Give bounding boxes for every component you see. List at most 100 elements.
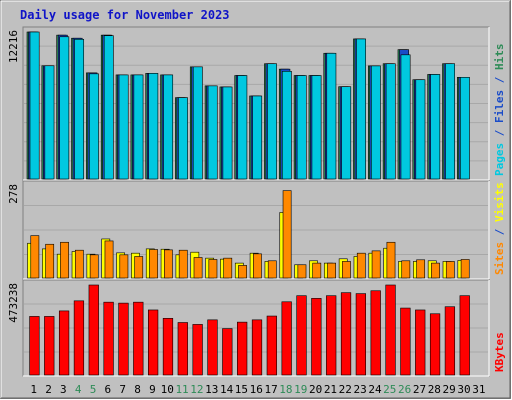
- kbytes-bar-kbytes-day-13: [207, 319, 218, 376]
- pages_files_hits-bar-pages-day-16: [252, 95, 263, 180]
- chart-title: Daily usage for November 2023: [20, 8, 230, 22]
- x-axis-day-label: 17: [264, 383, 277, 396]
- x-axis-day-label: 15: [235, 383, 248, 396]
- x-axis-day-label: 4: [75, 383, 82, 396]
- kbytes-bar-kbytes-day-15: [237, 321, 248, 376]
- pages_files_hits-bar-pages-day-22: [341, 86, 352, 180]
- visits_sites-legend-entry: /: [493, 222, 506, 242]
- x-axis-day-label: 24: [368, 383, 382, 396]
- x-axis-day-label: 10: [161, 383, 174, 396]
- kbytes-bar-kbytes-day-3: [58, 310, 70, 376]
- pages_files_hits-legend-entry: Files: [493, 90, 506, 123]
- kbytes-bar-kbytes-day-4: [73, 300, 85, 376]
- pages_files_hits-bar-pages-day-6: [103, 35, 114, 180]
- visits_sites-legend-entry: Visits: [493, 182, 506, 222]
- pages_files_hits-bar-pages-day-26: [400, 54, 411, 180]
- pages_files_hits-legend: Pages / Files / Hits: [493, 44, 506, 177]
- visits_sites-bar-sites-day-28: [431, 262, 440, 279]
- visits_sites-bar-sites-day-7: [119, 254, 129, 279]
- pages_files_hits-legend-entry: /: [493, 70, 506, 90]
- x-axis-day-label: 1: [30, 383, 37, 396]
- kbytes-bar-kbytes-day-2: [44, 316, 55, 376]
- visits_sites-bar-sites-day-18: [282, 190, 292, 279]
- kbytes-bar-kbytes-day-17: [266, 315, 277, 376]
- pages_files_hits-bar-pages-day-23: [356, 38, 366, 180]
- pages_files_hits-bar-pages-day-27: [415, 79, 426, 180]
- pages_files_hits-bar-pages-day-30: [460, 77, 470, 180]
- pages_files_hits-bar-pages-day-25: [385, 63, 396, 180]
- kbytes-bar-kbytes-day-12: [192, 324, 203, 376]
- visits_sites-legend-entry: Sites: [493, 242, 506, 275]
- kbytes-bar-kbytes-day-18: [281, 301, 292, 376]
- pages_files_hits-bar-pages-day-2: [44, 65, 55, 180]
- kbytes-bar-kbytes-day-27: [415, 309, 426, 376]
- pages_files_hits-bar-pages-day-10: [163, 74, 174, 180]
- pages_files_hits-legend-entry: Pages: [493, 143, 506, 176]
- x-axis-day-label: 28: [428, 383, 441, 396]
- kbytes-bar-kbytes-day-19: [296, 295, 307, 376]
- x-axis-day-label: 9: [149, 383, 156, 396]
- kbytes-bar-kbytes-day-25: [385, 284, 396, 376]
- kbytes-bar-kbytes-day-9: [148, 309, 159, 376]
- kbytes-bar-kbytes-day-16: [251, 319, 263, 376]
- kbytes-bar-kbytes-day-20: [311, 298, 322, 376]
- kbytes-bar-kbytes-day-23: [355, 293, 366, 376]
- visits_sites-bar-sites-day-12: [193, 257, 203, 279]
- visits_sites-bar-sites-day-20: [312, 262, 322, 279]
- x-axis-day-label: 30: [457, 383, 470, 396]
- x-axis-day-label: 27: [413, 383, 426, 396]
- visits_sites-bar-sites-day-26: [401, 260, 411, 279]
- pages_files_hits-bar-pages-day-19: [296, 75, 307, 180]
- kbytes-bar-kbytes-day-7: [118, 302, 129, 376]
- pages_files_hits-bar-pages-day-9: [148, 73, 159, 180]
- visits_sites-bar-sites-day-14: [223, 257, 233, 279]
- visits_sites-bar-sites-day-3: [60, 241, 69, 279]
- x-axis-day-label: 6: [105, 383, 112, 396]
- visits_sites-bar-sites-day-8: [134, 256, 144, 279]
- x-axis-day-label: 18: [279, 383, 292, 396]
- x-axis-day-label: 20: [309, 383, 322, 396]
- visits_sites-bar-sites-day-11: [178, 249, 188, 279]
- visits_sites-bar-sites-day-9: [149, 249, 158, 279]
- visits_sites-bar-sites-day-16: [253, 253, 262, 279]
- x-axis-day-label: 23: [354, 383, 367, 396]
- visits_sites-bar-sites-day-2: [45, 243, 55, 279]
- x-axis-day-label: 25: [383, 383, 396, 396]
- kbytes-legend-entry: KBytes: [493, 332, 506, 372]
- x-axis-day-label: 21: [324, 383, 337, 396]
- kbytes-bar-kbytes-day-26: [400, 307, 411, 376]
- visits_sites-bar-sites-day-22: [342, 261, 351, 279]
- kbytes-bar-kbytes-day-11: [177, 322, 188, 376]
- visits_sites-bar-sites-day-15: [238, 265, 247, 279]
- visits_sites-bar-sites-day-23: [356, 252, 366, 279]
- visits_sites-bar-sites-day-5: [89, 254, 99, 279]
- x-axis-day-label: 19: [294, 383, 307, 396]
- x-axis-day-label: 31: [472, 383, 485, 396]
- pages_files_hits-bar-pages-day-15: [237, 75, 248, 180]
- pages_files_hits-bar-pages-day-18: [281, 71, 292, 180]
- kbytes-max-tick-label: 473238: [7, 283, 20, 323]
- visits_sites-bar-sites-day-30: [460, 259, 470, 279]
- visits_sites-bar-sites-day-4: [74, 249, 84, 279]
- pages_files_hits-bar-pages-day-8: [133, 74, 144, 180]
- kbytes-bar-kbytes-day-8: [133, 301, 144, 376]
- kbytes-bar-kbytes-day-28: [429, 313, 441, 376]
- x-axis-day-label: 7: [119, 383, 126, 396]
- x-axis-day-label: 11: [175, 383, 188, 396]
- visits_sites-bar-sites-day-1: [30, 235, 40, 279]
- kbytes-bar-kbytes-day-22: [340, 292, 352, 376]
- visits_sites-max-tick-label: 278: [7, 184, 20, 204]
- kbytes-legend: KBytes: [493, 332, 506, 372]
- x-axis-day-label: 16: [250, 383, 263, 396]
- x-axis-day-label: 22: [339, 383, 352, 396]
- x-axis-day-label: 13: [205, 383, 218, 396]
- pages_files_hits-bar-pages-day-20: [311, 75, 322, 180]
- visits_sites-legend: Sites / Visits: [493, 182, 506, 275]
- x-axis-day-label: 3: [60, 383, 67, 396]
- pages_files_hits-bar-pages-day-5: [89, 73, 99, 180]
- visits_sites-bar-sites-day-25: [386, 241, 396, 279]
- x-axis-day-label: 14: [220, 383, 234, 396]
- visits_sites-bar-sites-day-21: [327, 262, 336, 279]
